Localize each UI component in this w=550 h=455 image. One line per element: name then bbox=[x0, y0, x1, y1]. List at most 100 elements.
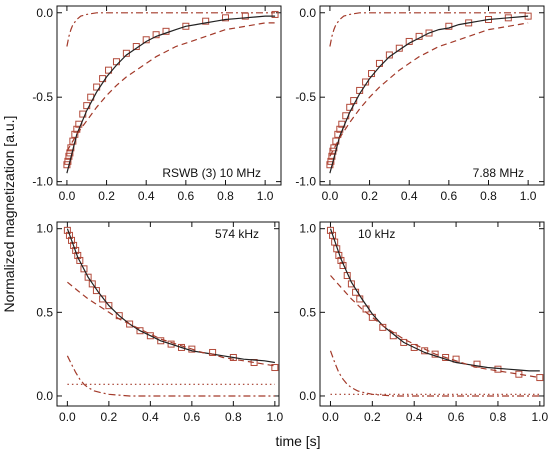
component-dashdot-line bbox=[329, 12, 529, 47]
component-dashdot-line bbox=[66, 12, 276, 47]
x-tick-label: 1.0 bbox=[531, 410, 548, 424]
y-tick-label: -1.0 bbox=[32, 175, 53, 189]
x-tick-label: 0.0 bbox=[59, 410, 76, 424]
y-tick-label: 0.5 bbox=[36, 305, 53, 319]
y-tick-label: 0.5 bbox=[299, 305, 316, 319]
x-tick-label: 0.0 bbox=[59, 189, 76, 203]
x-tick-label: 0.4 bbox=[138, 189, 155, 203]
series-group bbox=[63, 226, 279, 397]
data-point bbox=[221, 14, 229, 22]
data-point bbox=[329, 231, 337, 239]
data-point bbox=[442, 353, 450, 361]
y-tick-label: 0.0 bbox=[36, 389, 53, 403]
data-point bbox=[473, 360, 481, 368]
series-group bbox=[63, 10, 279, 174]
data-point bbox=[80, 265, 88, 273]
y-tick-label: -0.5 bbox=[295, 90, 316, 104]
data-point bbox=[425, 29, 433, 37]
data-point bbox=[536, 374, 544, 382]
y-axis-label: Normalized magnetization [a.u.] bbox=[1, 116, 17, 313]
x-tick-label: 0.8 bbox=[217, 189, 234, 203]
x-tick-label: 1.0 bbox=[520, 189, 537, 203]
component-dashed-line bbox=[330, 275, 540, 379]
data-point bbox=[63, 226, 71, 234]
x-tick-label: 1.0 bbox=[257, 189, 274, 203]
x-tick-label: 0.8 bbox=[490, 410, 507, 424]
data-point bbox=[271, 364, 279, 372]
y-tick-label: 0.0 bbox=[299, 389, 316, 403]
y-tick-label: -1.0 bbox=[295, 175, 316, 189]
data-point bbox=[157, 337, 165, 345]
plot-frame bbox=[56, 5, 282, 186]
component-dashed-line bbox=[67, 281, 275, 367]
data-point bbox=[494, 365, 502, 373]
y-tick-label: -0.5 bbox=[32, 90, 53, 104]
data-point bbox=[92, 287, 100, 295]
component-dashdot-line bbox=[66, 355, 275, 397]
panel-annotation: 7.88 MHz bbox=[473, 166, 524, 180]
x-axis-label: time [s] bbox=[275, 433, 320, 449]
data-point bbox=[202, 17, 210, 25]
x-tick-label: 0.2 bbox=[101, 410, 118, 424]
x-tick-label: 0.0 bbox=[322, 189, 339, 203]
data-point bbox=[350, 97, 358, 105]
data-point bbox=[64, 157, 72, 165]
x-tick-label: 0.8 bbox=[225, 410, 242, 424]
fit-line bbox=[66, 15, 276, 174]
data-point bbox=[326, 226, 334, 234]
panel-annotation: RSWB (3) 10 MHz bbox=[162, 166, 261, 180]
data-point bbox=[69, 137, 77, 145]
panel-annotation: 10 kHz bbox=[358, 227, 395, 241]
data-point bbox=[167, 340, 175, 348]
data-point bbox=[105, 302, 113, 310]
y-tick-label: 0.0 bbox=[36, 6, 53, 20]
x-tick-label: 0.2 bbox=[98, 189, 115, 203]
panel-top-right: 0.0 0.2 0.4 0.6 0.8 1.0 -1.0 -0.5 0.0 7.88 MHz bbox=[295, 5, 545, 203]
x-tick-label: 0.6 bbox=[184, 410, 201, 424]
x-tick-label: 0.4 bbox=[406, 410, 423, 424]
data-point bbox=[72, 246, 80, 254]
panel-top-left: 0.0 0.2 0.4 0.6 0.8 1.0 -1.0 -0.5 0.0 RSWB (3) 10… bbox=[32, 5, 282, 203]
data-point bbox=[99, 295, 107, 303]
x-tick-label: 0.8 bbox=[480, 189, 497, 203]
component-dashed-line bbox=[66, 22, 276, 152]
data-point bbox=[271, 10, 279, 18]
component-dashdot-line bbox=[329, 350, 540, 397]
x-tick-label: 0.4 bbox=[142, 410, 159, 424]
data-point bbox=[410, 343, 418, 351]
data-point bbox=[68, 236, 76, 244]
data-point bbox=[75, 120, 83, 128]
data-point bbox=[209, 348, 217, 356]
x-tick-label: 1.0 bbox=[267, 410, 284, 424]
data-point bbox=[126, 320, 134, 328]
data-point bbox=[88, 280, 96, 288]
series-group bbox=[326, 12, 532, 174]
data-point bbox=[65, 231, 73, 239]
component-dashed-line bbox=[329, 22, 529, 157]
data-point bbox=[177, 343, 185, 351]
data-point bbox=[152, 31, 160, 39]
x-tick-label: 0.6 bbox=[448, 410, 465, 424]
data-point bbox=[84, 273, 92, 281]
plot-frame bbox=[56, 221, 280, 407]
x-tick-label: 0.0 bbox=[322, 410, 339, 424]
y-tick-label: 1.0 bbox=[299, 222, 316, 236]
data-point bbox=[188, 345, 196, 353]
plot-frame bbox=[319, 221, 545, 407]
data-point bbox=[70, 241, 78, 249]
x-tick-label: 0.6 bbox=[441, 189, 458, 203]
y-tick-label: 0.0 bbox=[299, 6, 316, 20]
data-point bbox=[431, 350, 439, 358]
panel-bottom-right: 0.0 0.2 0.4 0.6 0.8 1.0 0.0 0.5 1.0 10 kHz bbox=[299, 221, 548, 424]
x-tick-label: 0.6 bbox=[178, 189, 195, 203]
y-tick-label: 1.0 bbox=[36, 222, 53, 236]
data-point bbox=[66, 149, 74, 157]
panel-bottom-left: 0.0 0.2 0.4 0.6 0.8 1.0 0.0 0.5 1.0 574 kHz bbox=[36, 221, 284, 424]
data-point bbox=[76, 256, 84, 264]
x-tick-label: 0.4 bbox=[401, 189, 418, 203]
data-point bbox=[327, 157, 335, 165]
x-tick-label: 0.2 bbox=[361, 189, 378, 203]
panel-annotation: 574 kHz bbox=[215, 227, 259, 241]
plot-frame bbox=[319, 5, 545, 186]
